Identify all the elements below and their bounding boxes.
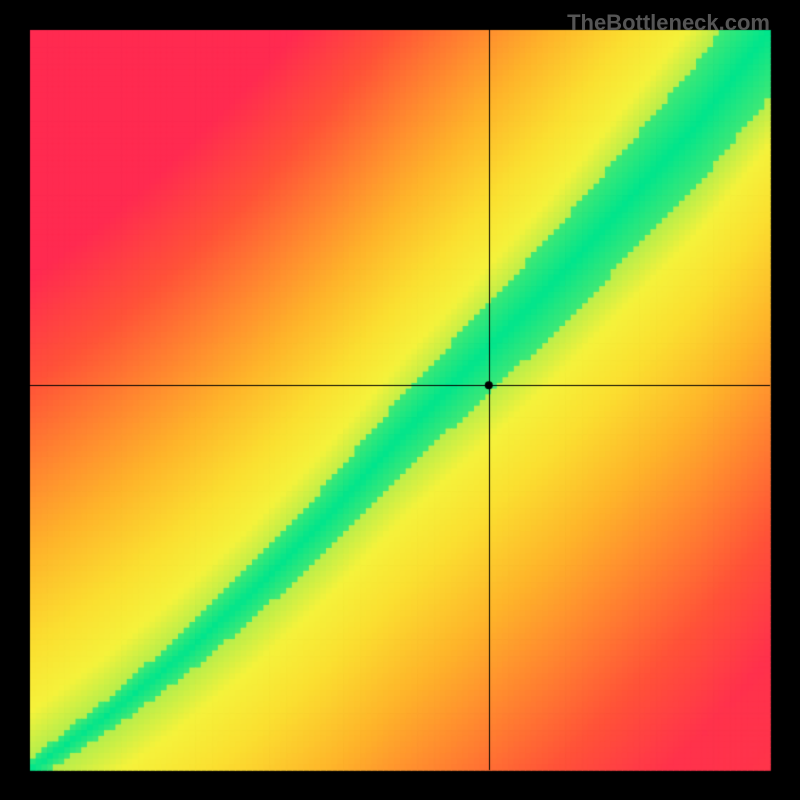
watermark-text: TheBottleneck.com: [567, 10, 770, 36]
bottleneck-heatmap: [0, 0, 800, 800]
chart-container: TheBottleneck.com: [0, 0, 800, 800]
